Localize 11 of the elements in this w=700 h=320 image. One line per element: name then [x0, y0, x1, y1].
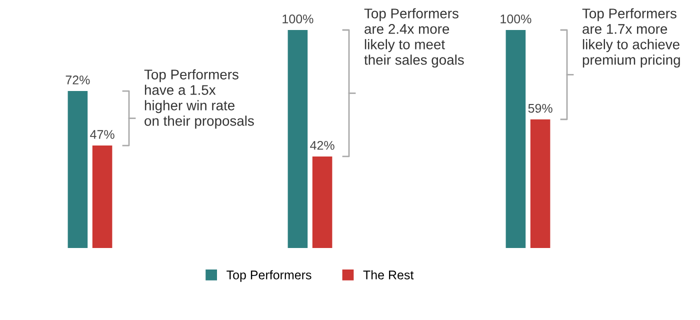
- legend-label: Top Performers: [226, 270, 312, 282]
- data-label: 42%: [310, 140, 334, 150]
- text: Top Performers are 1.7x more likely to achieve premium pricing: [582, 8, 680, 68]
- data-label: 100%: [500, 14, 532, 24]
- data-label: 100%: [282, 14, 314, 24]
- text: Top Performers are 2.4x more likely to meet their sales goals: [364, 8, 464, 68]
- legend-label: The Rest: [363, 270, 414, 280]
- data-label: 59%: [528, 104, 552, 113]
- data-label: 72%: [66, 76, 90, 84]
- data-label: 47%: [90, 130, 114, 139]
- text: Top Performers have a 1.5x higher win rate on their proposals: [144, 69, 254, 129]
